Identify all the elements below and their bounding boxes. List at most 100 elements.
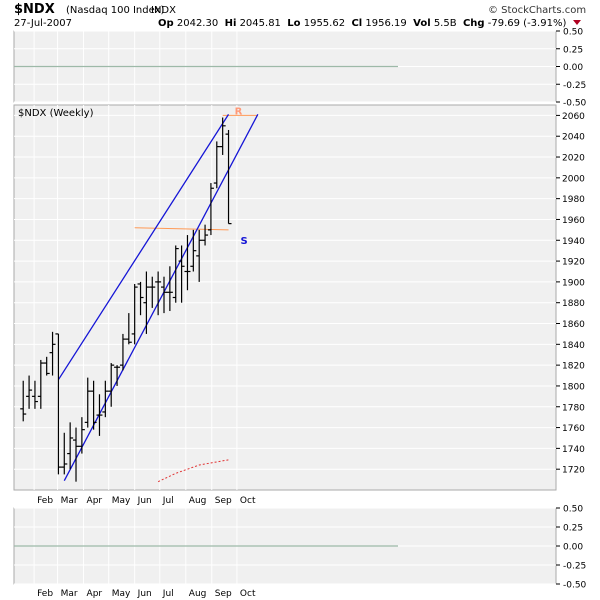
open-label: Op <box>158 18 174 29</box>
close-label: Cl <box>351 18 363 29</box>
low-label: Lo <box>287 18 301 29</box>
y-tick-label: 1780 <box>562 403 585 413</box>
symbol: $NDX <box>14 2 55 17</box>
ohlc-bar <box>207 183 214 236</box>
y-tick-label: 1760 <box>562 424 585 434</box>
x-tick-label: Feb <box>37 589 53 599</box>
x-tick-label: Mar <box>61 589 78 599</box>
ohlc-bar <box>131 283 138 345</box>
x-tick-label: Sep <box>215 589 232 599</box>
chart-title: $NDX (Weekly) <box>18 108 94 119</box>
x-tick-label: Aug <box>189 496 207 506</box>
ohlc-bar <box>26 375 33 409</box>
x-tick-label: Jul <box>162 496 174 506</box>
channel-lower-line <box>63 114 259 481</box>
y-tick-label: 2040 <box>562 133 585 143</box>
y-tick-label: -0.25 <box>563 81 586 91</box>
ohlc-bar <box>190 229 197 272</box>
y-tick-label: -0.50 <box>563 581 587 591</box>
x-tick-label: May <box>112 589 131 599</box>
x-tick-label: Mar <box>61 496 78 506</box>
ohlc-bar <box>20 380 27 422</box>
y-tick-label: 0.25 <box>563 45 583 55</box>
y-tick-label: 2060 <box>562 112 585 122</box>
annotation-s: S <box>241 236 248 247</box>
ohlc-bar <box>143 271 150 334</box>
ohlc-bar <box>149 276 156 308</box>
ohlc-bar <box>213 141 220 189</box>
ohlc-bar <box>172 245 179 303</box>
ohlc-bar <box>196 229 203 282</box>
y-tick-label: 1900 <box>562 278 585 288</box>
moving-average-line <box>157 459 229 483</box>
x-tick-label: Feb <box>37 496 53 506</box>
y-tick-label: 1840 <box>562 341 585 351</box>
index-name: (Nasdaq 100 Index) <box>66 5 165 16</box>
x-tick-label: Sep <box>215 496 232 506</box>
close-value: 1956.19 <box>365 18 407 29</box>
ohlc-bar <box>119 333 126 371</box>
y-tick-label: 0.50 <box>563 505 583 515</box>
y-tick-label: -0.50 <box>563 99 587 109</box>
ohlc-bar <box>55 333 62 475</box>
y-tick-label: 2000 <box>562 174 585 184</box>
ohlc-bar <box>161 276 168 314</box>
y-tick-label: 1820 <box>562 362 585 372</box>
ohlc-bar <box>31 380 38 409</box>
y-tick-label: 0.25 <box>563 524 583 534</box>
y-tick-label: 2020 <box>562 154 585 164</box>
y-tick-label: 0.00 <box>563 63 583 73</box>
ohlc-bar <box>137 281 144 316</box>
stockcharts-logo: © StockCharts.com <box>488 5 587 16</box>
ohlc-bar <box>202 224 209 246</box>
ohlc-bar <box>84 377 91 428</box>
ohlc-bar <box>108 363 115 407</box>
ohlc-bar <box>90 380 97 430</box>
ohlc-bar <box>73 427 80 482</box>
x-tick-label: Jun <box>137 589 152 599</box>
change-label: Chg <box>462 18 485 29</box>
x-tick-label: Aug <box>189 589 207 599</box>
x-tick-label: Jul <box>162 589 174 599</box>
ohlc-bar <box>184 235 191 291</box>
y-tick-label: 1800 <box>562 382 585 392</box>
y-tick-label: 1980 <box>562 195 585 205</box>
ohlc-bar <box>114 365 121 386</box>
down-triangle-icon <box>572 20 581 25</box>
y-tick-label: 1920 <box>562 258 585 268</box>
y-tick-label: 1940 <box>562 237 585 247</box>
open-value: 2042.30 <box>176 18 219 29</box>
exchange: INDX <box>151 5 176 16</box>
y-tick-label: 1860 <box>562 320 585 330</box>
x-tick-label: May <box>112 496 131 506</box>
y-tick-label: 1740 <box>562 445 585 455</box>
ohlc-bar <box>96 394 103 436</box>
ohlc-bar <box>49 331 56 376</box>
x-tick-label: Oct <box>240 496 256 506</box>
ohlc-bar <box>219 117 226 155</box>
ohlc-bar <box>178 245 185 303</box>
ohlc-summary: Op 2042.30 Hi 2045.81 Lo 1955.62 Cl 1956… <box>158 18 581 29</box>
y-tick-label: 0.00 <box>563 543 583 553</box>
x-tick-label: Apr <box>87 496 103 506</box>
x-tick-label: Apr <box>87 589 103 599</box>
y-tick-label: 0.50 <box>563 28 583 38</box>
ohlc-bar <box>166 266 173 312</box>
support-line <box>134 227 229 231</box>
x-tick-label: Jun <box>137 496 152 506</box>
high-label: Hi <box>224 18 237 29</box>
price-panel <box>13 104 557 491</box>
change-value: -79.69 (-3.91%) <box>487 18 567 29</box>
channel-upper-line <box>57 114 230 381</box>
annotation-r: R <box>235 106 243 117</box>
ohlc-bar <box>43 356 50 376</box>
ohlc-bar <box>155 271 162 316</box>
volume-value: 5.5B <box>433 18 457 29</box>
y-tick-label: -0.25 <box>563 562 586 572</box>
y-tick-label: 1880 <box>562 299 585 309</box>
y-tick-label: 1960 <box>562 216 585 226</box>
ohlc-bar <box>102 380 109 418</box>
ohlc-bar <box>125 313 132 345</box>
volume-label: Vol <box>413 18 431 29</box>
